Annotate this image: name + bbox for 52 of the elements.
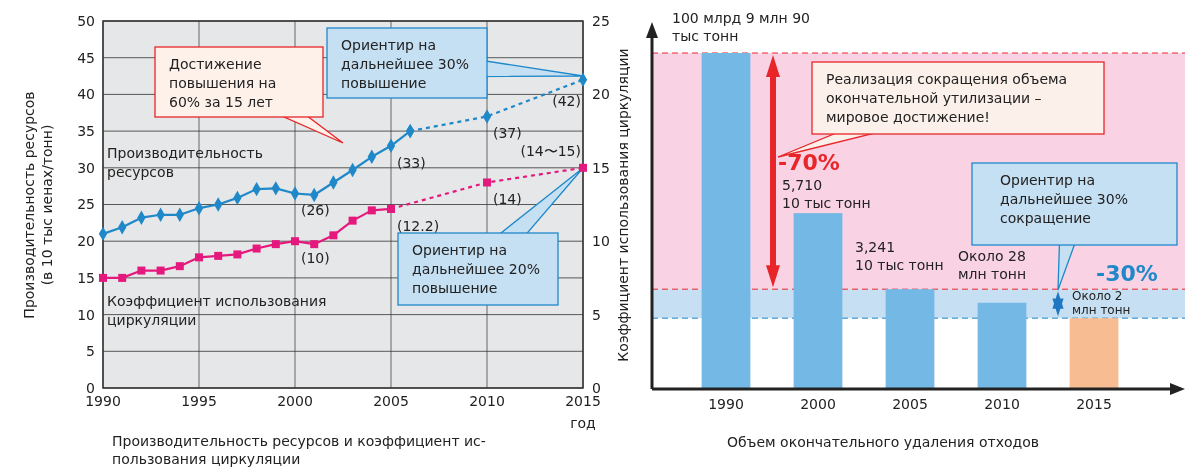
- series-label: Коэффициент использования циркуляции: [107, 292, 327, 328]
- data-label: Около 28 млн тонн: [958, 247, 1027, 282]
- data-label: (33): [397, 154, 426, 171]
- data-label: 3,241 10 тыс тонн: [855, 239, 944, 274]
- x-tick-label: 1995: [181, 393, 217, 409]
- text: 100 млрд 9 млн 90 тыс тонн: [672, 10, 810, 44]
- data-label: 5,710 10 тыс тонн: [782, 177, 871, 212]
- y2-tick-label: 0: [592, 379, 601, 396]
- y-tick-label: 10: [77, 306, 95, 323]
- y-tick-label: 20: [77, 233, 95, 250]
- x-tick-label: 2005: [892, 396, 928, 412]
- y-tick-label: 50: [77, 12, 95, 29]
- series-label: Производительность ресурсов: [107, 144, 263, 180]
- annotation: Ориентир на дальнейшее 30% сокращение: [1000, 172, 1128, 226]
- y-tick-label: 30: [77, 159, 95, 176]
- y2-tick-label: 25: [592, 12, 610, 29]
- y-axis-title: Производительность ресурсов (в 10 тыс иенах/тонн): [21, 91, 55, 319]
- x-axis-title: год: [570, 415, 596, 431]
- data-label: (14〜15): [520, 142, 581, 159]
- x-tick-label: 2000: [277, 393, 313, 409]
- x-axis-title: Объем окончательного удаления отходов: [726, 434, 1040, 450]
- data-label: (37): [493, 125, 522, 142]
- x-tick-label: 2000: [800, 396, 836, 412]
- y-tick-label: 15: [77, 269, 95, 286]
- text: Производительность ресурсов и коэффициент ис- пользования циркуляции: [112, 433, 486, 467]
- y-tick-label: 25: [77, 196, 95, 213]
- y-tick-label: 40: [77, 86, 95, 103]
- x-tick-label: 2015: [1076, 396, 1112, 412]
- y-tick-label: 5: [86, 343, 95, 360]
- y2-axis-title: Коэффициент использования циркуляции: [615, 48, 631, 362]
- data-label: (12.2): [397, 217, 440, 234]
- x-tick-label: 2015: [565, 393, 601, 409]
- y2-tick-label: 5: [592, 306, 601, 323]
- y2-tick-label: 15: [592, 159, 610, 176]
- y2-tick-label: 10: [592, 233, 610, 250]
- y-tick-label: 35: [77, 123, 95, 139]
- data-label: (26): [301, 202, 330, 219]
- x-tick-label: 1990: [85, 393, 121, 409]
- annotation: Реализация сокращения объема окончательной утилизации – мировое достижение!: [826, 71, 1068, 125]
- y-tick-label: 45: [77, 49, 95, 66]
- annotation: Ориентир на дальнейшее 20% повышение: [412, 242, 540, 296]
- x-tick-label: 2010: [469, 393, 505, 409]
- data-label: (10): [301, 250, 330, 267]
- annotation: -30%: [1096, 261, 1158, 286]
- annotation: Достижение повышения на 60% за 15 лет: [169, 56, 277, 110]
- x-tick-label: 2005: [373, 393, 409, 409]
- y-tick-label: 0: [86, 379, 95, 396]
- data-label: (14): [493, 191, 522, 208]
- y2-tick-label: 20: [592, 86, 610, 103]
- data-label: Около 2 млн тонн: [1072, 289, 1131, 318]
- x-tick-label: 1990: [708, 396, 744, 412]
- x-tick-label: 2010: [984, 396, 1020, 412]
